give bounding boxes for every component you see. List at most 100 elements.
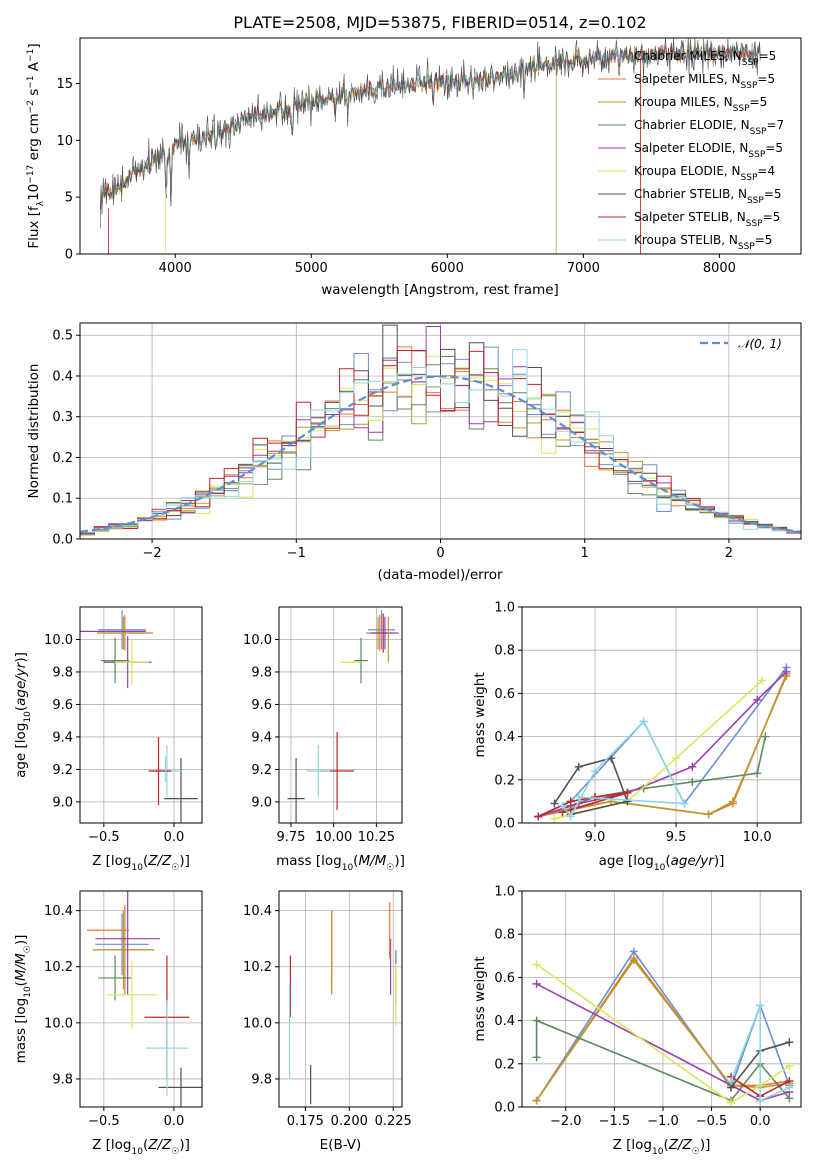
mass-weight-marker xyxy=(727,1077,736,1086)
mass-weight-marker xyxy=(782,667,791,676)
age_vs_Z-plot-area xyxy=(80,610,198,823)
legend-entry: 𝒩(0, 1) xyxy=(738,337,782,351)
mass-weight-marker xyxy=(532,979,541,988)
legend-entry: Chabrier STELIB, NSSP=5 xyxy=(634,187,782,206)
mass-weight-marker xyxy=(550,799,559,808)
error-bar xyxy=(98,616,149,650)
x-tick-label: 10.00 xyxy=(315,830,352,845)
error-bar xyxy=(306,745,331,798)
y-tick-label: 9.8 xyxy=(52,1072,73,1087)
x-tick-label: −1.5 xyxy=(599,1114,631,1129)
mass-weight-marker xyxy=(758,676,767,685)
x-tick-label: 5000 xyxy=(295,261,328,276)
mass-weight-marker xyxy=(623,797,632,806)
age_vs_Z-panel: −0.5 0.0 9.0 9.2 9.4 9.6 9.8 10.0 Z [log10(Z/Z☉)… xyxy=(13,606,203,873)
error-bar xyxy=(158,1067,202,1107)
y-tick-label: 0.5 xyxy=(52,329,73,344)
y-tick-label: 10.2 xyxy=(44,960,73,975)
error-bar xyxy=(92,910,155,990)
mass_vs_Z-plot-area xyxy=(87,891,202,1107)
y-tick-label: 10.4 xyxy=(243,904,272,919)
x-tick-label: 1 xyxy=(581,546,589,561)
x-tick-label: −0.5 xyxy=(88,830,120,845)
mass-weight-line xyxy=(537,671,787,818)
error-bar xyxy=(371,616,399,650)
mass-weight-marker xyxy=(680,799,689,808)
mass-weight-marker xyxy=(785,1038,794,1047)
error-bar xyxy=(367,610,396,650)
y-tick-label: 10.2 xyxy=(243,960,272,975)
legend-entry: Chabrier ELODIE, NSSP=7 xyxy=(634,118,784,137)
y-axis-label: mass weight xyxy=(472,672,488,757)
y-tick-label: 0.4 xyxy=(52,369,73,384)
x-axis-label: age [log10(age/yr)] xyxy=(599,853,725,873)
x-tick-label: −1.0 xyxy=(647,1114,679,1129)
legend-entry: Salpeter STELIB, NSSP=5 xyxy=(634,210,780,229)
normal-curve xyxy=(80,375,801,533)
mass-weight-marker xyxy=(672,754,681,763)
y-tick-label: 0.2 xyxy=(494,773,515,788)
y-tick-label: 15 xyxy=(56,77,73,92)
y-tick-label: 9.8 xyxy=(251,1072,272,1087)
figure-title: PLATE=2508, MJD=53875, FIBERID=0514, z=0… xyxy=(233,13,646,32)
mass-weight-marker xyxy=(623,788,632,797)
y-tick-label: 9.6 xyxy=(52,698,73,713)
x-tick-label: 0.0 xyxy=(750,1114,771,1129)
y-tick-label: 10 xyxy=(56,134,73,149)
mass-weight-marker xyxy=(532,1096,541,1105)
x-tick-label: 0.225 xyxy=(375,1114,412,1129)
massweight_vs_Z-panel: −2.0 −1.5 −1.0 −0.5 0.0 0.0 0.2 0.4 0.6 0.8 1.0 Z [… xyxy=(472,885,802,1157)
y-tick-label: 9.0 xyxy=(52,795,73,810)
y-tick-label: 9.8 xyxy=(52,665,73,680)
y-tick-label: 9.2 xyxy=(251,763,272,778)
mass-weight-marker xyxy=(785,1083,794,1092)
mass-weight-line xyxy=(536,963,790,1104)
error-bar xyxy=(164,758,198,823)
spectrum-plot-area xyxy=(100,38,761,254)
x-tick-label: 10.0 xyxy=(743,830,772,845)
mass-weight-marker xyxy=(550,814,559,823)
error-bar xyxy=(98,610,146,650)
mass-weight-marker xyxy=(574,793,583,802)
massweight_vs_age-panel: 9.0 9.5 10.0 0.0 0.2 0.4 0.6 0.8 1.0 age [log10(a… xyxy=(472,601,802,873)
legend-entry: Kroupa STELIB, NSSP=5 xyxy=(634,233,772,252)
legend-entry: Kroupa ELODIE, NSSP=4 xyxy=(634,164,775,183)
y-tick-label: 9.4 xyxy=(52,730,73,745)
mass-weight-marker xyxy=(753,695,762,704)
y-tick-label: 9.8 xyxy=(251,665,272,680)
histogram-step xyxy=(80,350,801,534)
y-axis-label: Flux [fλ10−17 erg cm−2 s−1 A−1] xyxy=(26,43,46,248)
mass-weight-marker xyxy=(639,717,648,726)
x-tick-label: 0.175 xyxy=(287,1114,324,1129)
legend-entry: Salpeter MILES, NSSP=5 xyxy=(634,72,775,91)
x-tick-label: 7000 xyxy=(567,261,600,276)
y-tick-label: 0.4 xyxy=(494,1014,515,1029)
mass-weight-marker xyxy=(532,1053,541,1062)
mass-weight-marker xyxy=(756,1096,765,1105)
legend-entry: Chabrier MILES, NSSP=5 xyxy=(634,49,776,68)
y-tick-label: 0.8 xyxy=(494,928,515,943)
mass-weight-marker xyxy=(728,797,737,806)
y-tick-label: 10.4 xyxy=(44,904,73,919)
y-tick-label: 10.0 xyxy=(243,1016,272,1031)
x-tick-label: 8000 xyxy=(703,261,736,276)
mass-weight-line xyxy=(538,675,788,818)
y-axis-label: age [log10(age/yr)] xyxy=(13,652,33,778)
mass-weight-marker xyxy=(704,810,713,819)
axes-frame xyxy=(521,606,802,824)
error-bar xyxy=(95,891,160,995)
x-tick-label: 9.0 xyxy=(585,830,606,845)
x-tick-label: −2 xyxy=(143,546,162,561)
y-tick-label: 0.2 xyxy=(494,1057,515,1072)
mass-weight-marker xyxy=(590,793,599,802)
y-tick-label: 0.0 xyxy=(494,1101,515,1116)
x-tick-label: 0 xyxy=(436,546,444,561)
spectrum-panel: 4000 5000 6000 7000 8000 0 5 10 15 wavelength [An… xyxy=(26,37,802,298)
legend-entry: Kroupa MILES, NSSP=5 xyxy=(634,95,767,114)
mass-weight-marker xyxy=(534,812,543,821)
x-tick-label: 2 xyxy=(725,546,733,561)
y-tick-label: 10.0 xyxy=(44,633,73,648)
axes-frame xyxy=(278,606,403,824)
x-axis-label: Z [log10(Z/Z☉)] xyxy=(613,1137,711,1157)
y-tick-label: 0 xyxy=(65,248,73,263)
